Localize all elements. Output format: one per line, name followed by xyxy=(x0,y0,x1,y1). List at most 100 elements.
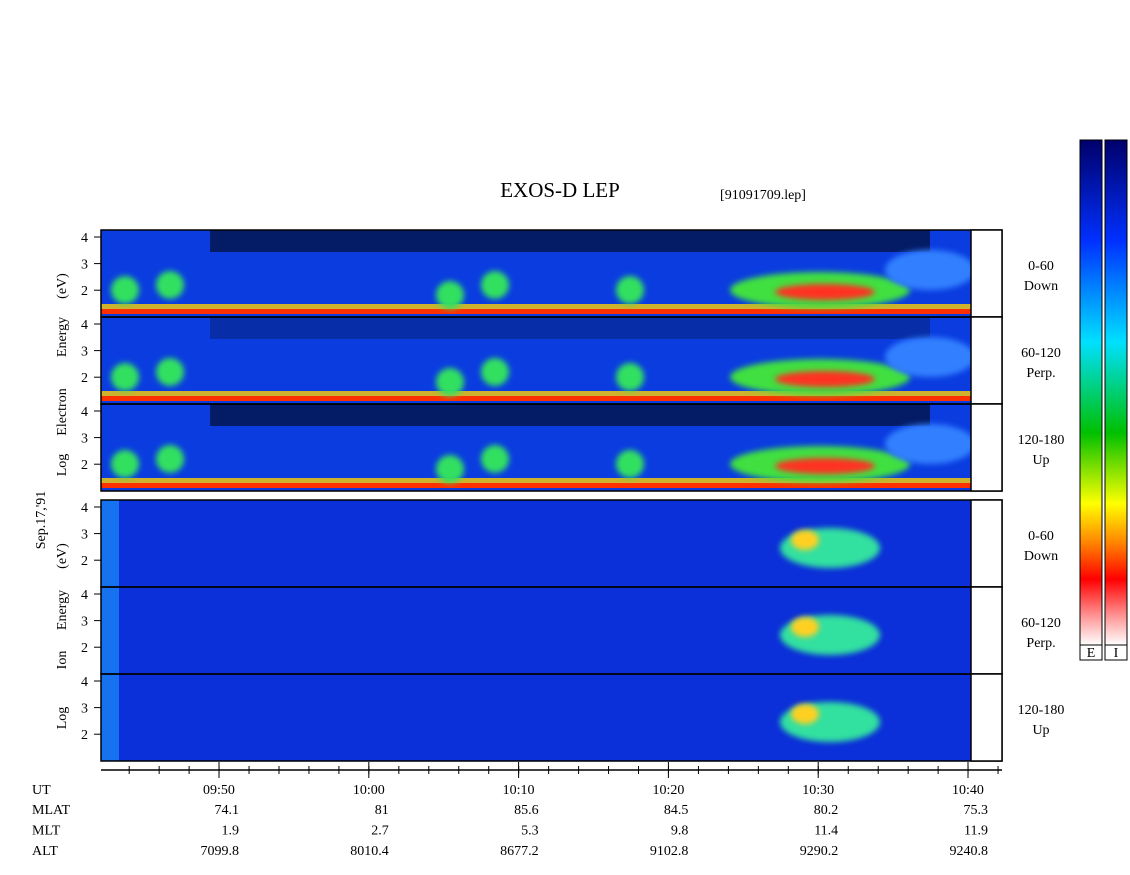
x-tick-label: 10:40 xyxy=(952,783,984,798)
ephemeris-value: 11.9 xyxy=(964,824,988,839)
spectrogram-blob xyxy=(791,704,819,724)
axis-label: Electron xyxy=(55,388,70,435)
ephemeris-value: 5.3 xyxy=(521,824,539,839)
spectrogram-band xyxy=(101,309,971,314)
spectrogram-band xyxy=(101,396,971,401)
spectrogram-blob xyxy=(111,276,139,304)
y-tick-label: 4 xyxy=(81,405,88,420)
ephemeris-value: 9102.8 xyxy=(650,844,689,859)
y-tick-label: 3 xyxy=(81,615,88,630)
spectrogram-blob xyxy=(885,250,971,290)
spectrogram-band xyxy=(101,483,971,488)
colorbar-label: I xyxy=(1114,646,1119,661)
axis-label: Energy xyxy=(55,590,70,630)
spectrograms xyxy=(101,230,971,761)
x-tick-label: 10:30 xyxy=(802,783,834,798)
y-tick-label: 2 xyxy=(81,458,88,473)
panel-label: Perp. xyxy=(1026,366,1055,381)
colorbar xyxy=(1079,139,1103,646)
panel-side xyxy=(970,229,1003,318)
axis-label: Log xyxy=(55,454,70,477)
spectrogram-blob xyxy=(775,458,875,474)
y-tick-label: 2 xyxy=(81,641,88,656)
spectrogram-blob xyxy=(156,445,184,473)
spectrogram-blob xyxy=(481,445,509,473)
spectrogram-noise xyxy=(210,404,930,426)
row-label: MLAT xyxy=(32,803,71,818)
axis-label: (eV) xyxy=(55,273,70,299)
spectrogram-blob xyxy=(616,363,644,391)
ephemeris-value: 9290.2 xyxy=(800,844,839,859)
axis-label: (eV) xyxy=(55,543,70,569)
y-tick-label: 3 xyxy=(81,528,88,543)
row-label: MLT xyxy=(32,824,61,839)
axis-label: Ion xyxy=(55,651,70,670)
ephemeris-value: 84.5 xyxy=(664,803,689,818)
colorbar-label-box xyxy=(1079,644,1103,661)
ephemeris-value: 81 xyxy=(375,803,389,818)
ephemeris-value: 9240.8 xyxy=(950,844,989,859)
ephemeris-value: 74.1 xyxy=(215,803,240,818)
y-tick-label: 4 xyxy=(81,231,88,246)
ephemeris-value: 9.8 xyxy=(671,824,689,839)
axis-label: Log xyxy=(55,707,70,730)
spectrogram-blob xyxy=(111,363,139,391)
spectrogram-blob xyxy=(156,358,184,386)
panel-label: Down xyxy=(1024,279,1058,294)
date-label: Sep.17,'91 xyxy=(34,491,49,550)
spectrogram-blob xyxy=(775,371,875,387)
panel-label: Up xyxy=(1032,453,1049,468)
panel-side xyxy=(970,499,1003,588)
panel-side xyxy=(970,316,1003,405)
spectrogram-blob xyxy=(791,617,819,637)
row-label: UT xyxy=(32,783,51,798)
ephemeris-value: 2.7 xyxy=(371,824,389,839)
spectrogram-edge xyxy=(101,500,119,587)
panel-side xyxy=(970,586,1003,675)
spectrogram-blob xyxy=(775,284,875,300)
spectrogram-blob xyxy=(156,271,184,299)
panel-label: 120-180 xyxy=(1018,433,1065,448)
y-tick-label: 2 xyxy=(81,371,88,386)
panel-label: Perp. xyxy=(1026,636,1055,651)
spectrogram-blob xyxy=(111,450,139,478)
colorbar-label-box xyxy=(1104,644,1128,661)
ephemeris-value: 85.6 xyxy=(514,803,539,818)
ephemeris-value: 8010.4 xyxy=(350,844,389,859)
spectrogram-edge xyxy=(101,587,119,674)
spectrogram-noise xyxy=(210,317,930,339)
y-tick-label: 2 xyxy=(81,554,88,569)
y-tick-label: 3 xyxy=(81,702,88,717)
spectrogram-blob xyxy=(885,424,971,464)
panel-label: Down xyxy=(1024,549,1058,564)
ephemeris-value: 7099.8 xyxy=(201,844,240,859)
panel-label: 0-60 xyxy=(1028,259,1054,274)
file-name: [91091709.lep] xyxy=(720,188,806,203)
spectrogram-band xyxy=(101,304,971,309)
spectrogram-blob xyxy=(481,358,509,386)
y-tick-label: 4 xyxy=(81,588,88,603)
x-tick-label: 10:10 xyxy=(503,783,535,798)
y-tick-label: 3 xyxy=(81,345,88,360)
spectrogram-blob xyxy=(791,530,819,550)
row-label: ALT xyxy=(32,844,58,859)
x-tick-label: 10:20 xyxy=(652,783,684,798)
x-tick-label: 09:50 xyxy=(203,783,235,798)
ephemeris-value: 8677.2 xyxy=(500,844,539,859)
y-tick-label: 3 xyxy=(81,432,88,447)
x-tick-label: 10:00 xyxy=(353,783,385,798)
y-tick-label: 4 xyxy=(81,318,88,333)
panel-label: 120-180 xyxy=(1018,703,1065,718)
panel-side xyxy=(970,673,1003,762)
panel-label: 0-60 xyxy=(1028,529,1054,544)
spectrogram-blob xyxy=(616,276,644,304)
colorbar-label: E xyxy=(1087,646,1096,661)
panel-side xyxy=(970,403,1003,492)
ephemeris-value: 75.3 xyxy=(964,803,989,818)
y-tick-label: 2 xyxy=(81,284,88,299)
axis-label: Energy xyxy=(55,317,70,357)
ephemeris-value: 1.9 xyxy=(222,824,240,839)
panel-label: 60-120 xyxy=(1021,616,1061,631)
spectrogram-blob xyxy=(616,450,644,478)
